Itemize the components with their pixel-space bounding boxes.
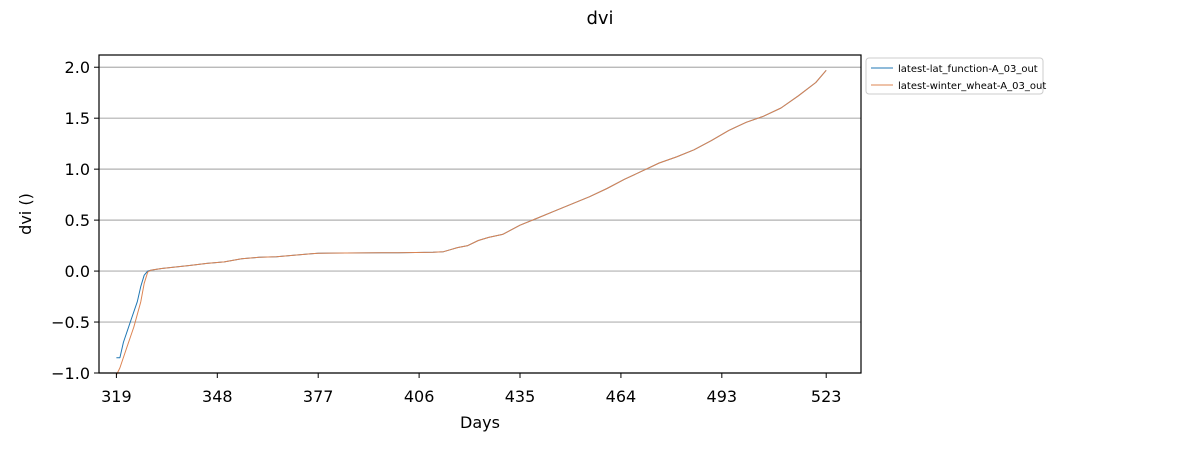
y-tick-label: 0.0 — [65, 262, 90, 281]
x-tick-label: 493 — [707, 387, 738, 406]
legend-label: latest-lat_function-A_03_out — [898, 64, 1038, 75]
legend-frame — [865, 57, 1044, 95]
y-axis-label: dvi () — [16, 193, 35, 235]
plot-area-frame — [98, 54, 862, 374]
x-tick-label: 348 — [202, 387, 233, 406]
x-tick-label: 523 — [811, 387, 842, 406]
y-tick-label: 0.5 — [65, 211, 90, 230]
grid — [99, 66, 861, 374]
x-tick-label: 435 — [505, 387, 536, 406]
series-line-1 — [116, 69, 827, 359]
x-tick-label: 319 — [101, 387, 132, 406]
y-tick-label: 2.0 — [65, 58, 90, 77]
y-tick-label: 1.5 — [65, 109, 90, 128]
y-tick-label: −1.0 — [51, 364, 90, 383]
x-axis-label: Days — [460, 413, 500, 432]
x-tick-label: 377 — [303, 387, 334, 406]
x-tick-label: 464 — [606, 387, 637, 406]
axis-ticks: 319 348 377 406 435 464 493 523 −1.0 −0.5 0.0 0.5 1.… — [51, 58, 841, 406]
legend: latest-lat_function-A_03_out latest-wint… — [865, 57, 1046, 95]
series-line-2 — [115, 69, 827, 376]
series-lines — [115, 69, 827, 376]
y-tick-label: 1.0 — [65, 160, 90, 179]
x-tick-label: 406 — [404, 387, 435, 406]
chart-title: dvi — [586, 8, 613, 29]
legend-label: latest-winter_wheat-A_03_out — [898, 81, 1046, 92]
y-tick-label: −0.5 — [51, 313, 90, 332]
